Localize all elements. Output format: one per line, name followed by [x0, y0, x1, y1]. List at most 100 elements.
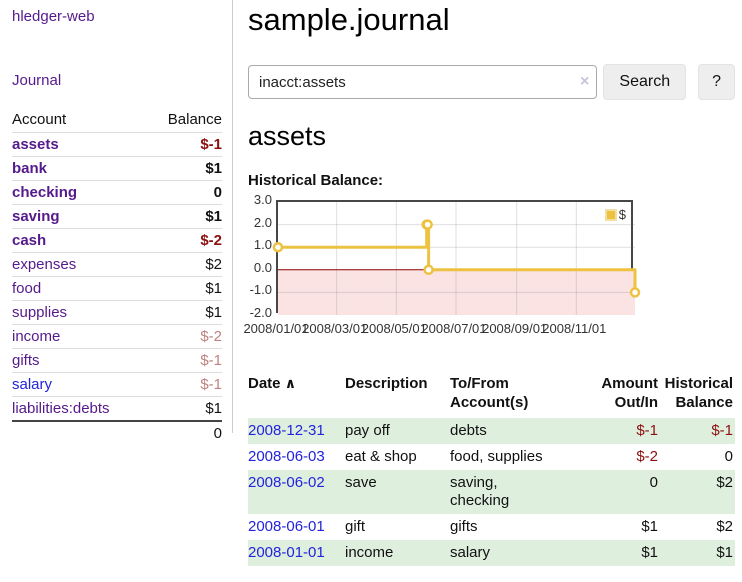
sidebar-account-balance: $2: [146, 252, 222, 277]
register-date-link[interactable]: 2008-06-02: [248, 474, 325, 491]
y-axis-tick-label: 2.0: [253, 214, 272, 230]
sidebar-account-link[interactable]: salary: [12, 376, 53, 393]
accounts-header-account: Account: [12, 111, 67, 128]
register-date-link[interactable]: 2008-06-03: [248, 448, 325, 465]
historical-balance-chart: 3.0 2.0 1.0 0.0 -1.0 -2.0 $2008/01/01 2008/03/0…: [243, 192, 735, 350]
register-balance: $1: [658, 540, 735, 566]
register-table: Date ∧ Description To/From Account(s) Am…: [248, 372, 735, 566]
page-title: sample.journal: [248, 2, 450, 37]
account-row: liabilities:debts $1: [12, 396, 222, 421]
chart-data-point[interactable]: [422, 219, 433, 230]
register-balance: $-1: [658, 418, 735, 444]
register-description: eat & shop: [345, 448, 417, 465]
x-axis-tick-label: 2008/05/01: [361, 321, 427, 336]
sidebar-account-link[interactable]: cash: [12, 232, 47, 249]
account-row: income $-2: [12, 324, 222, 349]
account-row: expenses $2: [12, 252, 222, 277]
sidebar-account-link[interactable]: income: [12, 328, 61, 345]
register-amount: 0: [580, 470, 658, 514]
main-content: sample.journal × Search ? assets Histori…: [243, 0, 735, 566]
chart-data-point[interactable]: [629, 287, 641, 298]
register-amount: $1: [580, 540, 658, 566]
register-row: 2008-06-01 gift gifts $1 $2: [248, 514, 735, 540]
account-row: assets $-1: [12, 132, 222, 157]
sidebar-account-link[interactable]: supplies: [12, 304, 68, 321]
accounts-total-row: 0: [12, 420, 222, 445]
account-row: gifts $-1: [12, 348, 222, 373]
chart-data-point[interactable]: [272, 241, 284, 253]
sidebar-account-balance: $-1: [146, 132, 222, 157]
search-row: × Search ?: [248, 64, 735, 100]
search-box: ×: [248, 65, 598, 99]
sidebar-account-balance: $1: [146, 300, 222, 325]
search-input[interactable]: [248, 65, 598, 99]
sidebar-account-link[interactable]: assets: [12, 136, 59, 153]
y-axis-tick-label: 3.0: [253, 192, 272, 207]
account-row: salary $-1: [12, 372, 222, 397]
register-date-link[interactable]: 2008-06-01: [248, 518, 325, 535]
account-row: checking 0: [12, 180, 222, 205]
sidebar: hledger-web Journal Account Balance asse…: [0, 0, 233, 445]
register-description: save: [345, 470, 450, 514]
account-row: supplies $1: [12, 300, 222, 325]
y-axis-tick-label: 1.0: [253, 237, 272, 253]
register-accounts: debts: [450, 418, 580, 444]
legend-swatch-icon: [604, 208, 617, 221]
register-description: pay off: [345, 418, 450, 444]
sidebar-account-balance: $-2: [146, 324, 222, 349]
sidebar-account-link[interactable]: saving: [12, 208, 60, 225]
y-axis-tick-label: -1.0: [249, 282, 272, 298]
chart-plot-area: $: [272, 200, 641, 315]
accounts-header-row: Account Balance: [12, 108, 222, 133]
register-description: gift: [345, 518, 366, 535]
x-axis-tick-label: 2008/09/01: [482, 321, 548, 336]
y-axis-tick-label: 0.0: [253, 259, 272, 275]
search-button[interactable]: Search: [603, 64, 687, 100]
sidebar-account-balance: $-1: [146, 372, 222, 397]
register-date-link[interactable]: 2008-01-01: [248, 544, 325, 561]
register-date-link[interactable]: 2008-12-31: [248, 422, 325, 439]
chart-data-point[interactable]: [423, 264, 434, 276]
sidebar-account-link[interactable]: bank: [12, 160, 48, 177]
app-brand-link[interactable]: hledger-web: [12, 8, 95, 25]
account-row: saving $1: [12, 204, 222, 229]
register-balance: 0: [724, 448, 733, 465]
register-amount: $-1: [580, 418, 658, 444]
register-row: 2008-01-01 income salary $1 $1: [248, 540, 735, 566]
register-row: 2008-12-31 pay off debts $-1 $-1: [248, 418, 735, 444]
x-axis-tick-label: 2008/03/01: [302, 321, 368, 336]
register-accounts: food, supplies: [450, 448, 543, 465]
chart-title-label: Historical Balance:: [248, 172, 384, 189]
y-axis-tick-label: -2.0: [249, 305, 272, 320]
accounts-total-value: 0: [146, 420, 222, 445]
sidebar-account-balance: 0: [146, 180, 222, 205]
register-header-amount: Amount Out/In: [601, 375, 658, 411]
register-header-date[interactable]: Date ∧: [248, 375, 297, 392]
account-row: food $1: [12, 276, 222, 301]
account-row: bank $1: [12, 156, 222, 181]
sidebar-account-balance: $-2: [146, 228, 222, 253]
sidebar-account-balance: $1: [146, 396, 222, 421]
clear-search-icon[interactable]: ×: [580, 73, 590, 90]
register-amount: $-2: [636, 448, 658, 465]
register-description: income: [345, 540, 450, 566]
x-axis-tick-label: 2008/11/01: [542, 321, 607, 336]
sort-asc-icon: ∧: [284, 375, 297, 391]
accounts-balance-table: Account Balance assets $-1 bank $1 checking 0…: [12, 108, 222, 445]
register-amount: $1: [641, 518, 658, 535]
journal-nav-link[interactable]: Journal: [12, 72, 62, 89]
sidebar-account-link[interactable]: gifts: [12, 352, 40, 369]
sidebar-account-balance: $1: [146, 156, 222, 181]
sidebar-account-link[interactable]: expenses: [12, 256, 77, 273]
register-header-row: Date ∧ Description To/From Account(s) Am…: [248, 372, 735, 418]
accounts-header-balance: Balance: [167, 111, 222, 128]
sidebar-account-link[interactable]: food: [12, 280, 42, 297]
legend-series-label: $: [618, 207, 626, 222]
sidebar-account-balance: $1: [146, 276, 222, 301]
sidebar-account-link[interactable]: liabilities:debts: [12, 400, 110, 417]
account-row: cash $-2: [12, 228, 222, 253]
account-heading: assets: [248, 121, 327, 151]
register-balance: $2: [716, 518, 733, 535]
help-button[interactable]: ?: [698, 64, 735, 100]
sidebar-account-link[interactable]: checking: [12, 184, 78, 201]
